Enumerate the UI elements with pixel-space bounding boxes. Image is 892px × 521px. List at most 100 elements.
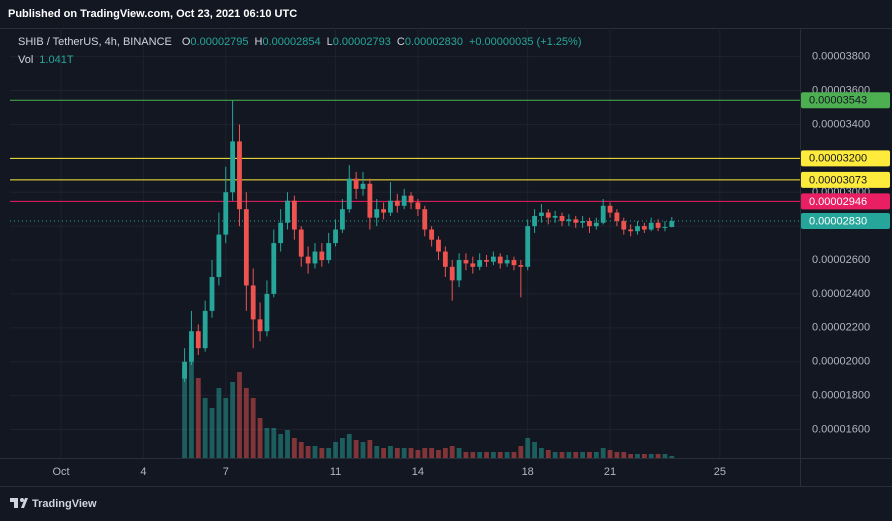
y-tick-label: 0.00003400 [812,118,870,130]
volume-bar [230,382,236,458]
volume-bar [312,446,318,458]
level-box [801,150,890,167]
volume-bar [381,448,386,458]
published-note: Published on TradingView.com, Oct 23, 20… [8,8,297,20]
volume-bar [477,452,483,458]
volume-bar [580,452,586,458]
candles [182,100,675,383]
candle-body [635,226,640,232]
x-tick-label: 11 [330,466,341,478]
candle-body [587,221,592,227]
volume-bar [195,378,201,458]
y-tick-label: 0.00002000 [812,356,870,368]
volume-bar [250,398,256,458]
volume-bar [511,452,517,458]
candle-body [628,229,634,232]
candle-body [504,260,510,264]
candle-body [655,222,661,228]
candle-body [319,251,325,261]
volume-bar [662,454,668,458]
volume-bar [566,452,572,458]
level-label: 0.00002830 [809,215,867,227]
candle-body [490,256,496,262]
volume-pane [182,348,675,458]
volume-bar [669,455,675,458]
candle-body [566,219,572,222]
volume-bar [422,448,428,458]
candle-body [422,209,428,230]
volume-bar [525,438,531,458]
candle-body [250,285,256,320]
volume-bar [415,450,421,458]
y-tick-label: 0.00003800 [812,51,870,63]
volume-bar [189,348,194,458]
candle-body [388,200,393,213]
volume-bar [401,448,407,458]
candle-body [374,209,380,218]
candle-body [195,331,201,349]
volume-bar [237,372,242,458]
candle-body [367,183,373,218]
volume-bar [518,446,524,458]
volume-bar [621,452,627,458]
candle-body [415,202,421,210]
candle-body [484,260,489,262]
candle-body [312,251,318,264]
candle-body [456,260,462,281]
candle-body [442,251,448,267]
legend-change: +0.00000035 (+1.25%) [469,36,582,48]
volume-bar [456,448,462,458]
candle-body [209,276,215,311]
volume-bar [607,450,613,458]
x-tick-label: Oct [52,466,69,478]
volume-bar [559,452,565,458]
candle-body [230,141,236,193]
volume-bar [408,448,414,458]
level-box [801,171,890,188]
candle-body [600,205,606,223]
x-tick-label: 18 [522,466,534,478]
candle-body [264,293,270,332]
candle-body [243,209,249,286]
volume-bar [285,430,290,458]
candle-body [257,319,263,332]
volume-bar [223,398,229,458]
volume-bar [326,448,332,458]
volume-bar [264,428,270,458]
candle-body [285,200,290,223]
candle-body [278,222,284,244]
volume-bar [319,448,325,458]
candle-body [271,243,277,294]
level-box [801,213,890,230]
candle-body [381,209,386,213]
candle-body [333,229,338,244]
legend-key: O [182,36,191,48]
candle-body [401,195,407,206]
volume-bar [539,448,544,458]
candle-body [326,243,332,261]
candle-body [532,215,537,227]
volume-bar [291,438,297,458]
candle-body [573,219,579,223]
volume-bar [573,452,579,458]
candle-body [580,221,586,223]
volume-bar [463,452,469,458]
legend-key: L [327,36,333,48]
volume-bar [388,446,393,458]
volume-bar [182,368,187,458]
x-tick-label: 14 [412,466,424,478]
y-tick-label: 0.00002200 [812,322,870,334]
candle-body [360,183,366,189]
volume-bar [374,446,380,458]
candle-body [436,239,441,252]
volume-bar [333,442,338,458]
symbol-legend: SHIB / TetherUS, 4h, BINANCE O0.00002795 H… [18,36,582,48]
volume-bar [429,448,435,458]
candle-body [552,215,558,218]
volume-bar [202,398,208,458]
y-tick-label: 0.00001800 [812,390,870,402]
volume-bar [504,452,510,458]
level-label: 0.00003200 [809,153,867,165]
candle-body [497,256,503,264]
